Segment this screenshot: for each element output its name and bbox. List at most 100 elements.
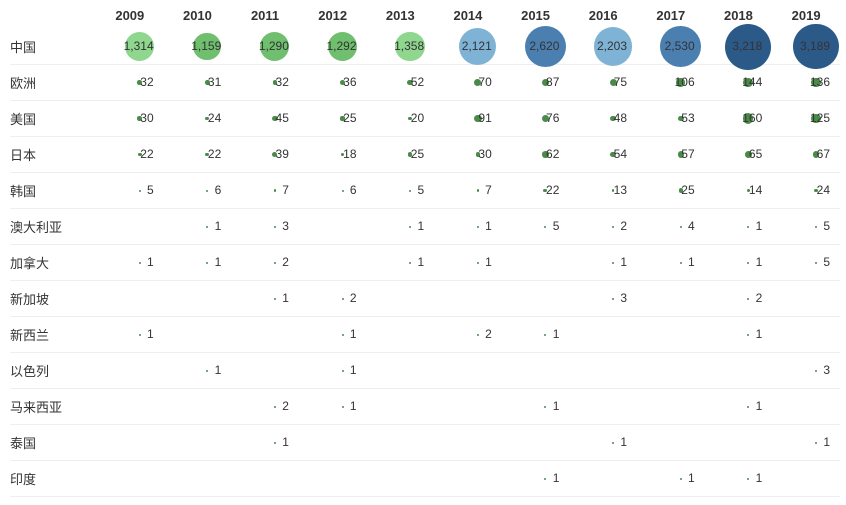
header-spacer (10, 4, 96, 29)
cell-value: 7 (282, 173, 299, 208)
row-label: 澳大利亚 (10, 209, 96, 245)
cell (231, 317, 299, 353)
cell-value: 6 (350, 173, 367, 208)
cell: 1 (299, 317, 367, 353)
cell-value: 24 (817, 173, 840, 208)
bubble (612, 226, 614, 228)
row-label: 中国 (10, 29, 96, 65)
table-row: 韩国5676572213251424 (10, 173, 840, 209)
cell: 1 (502, 317, 570, 353)
cell-value: 1 (282, 281, 299, 316)
cell: 2 (231, 245, 299, 281)
cell: 48 (569, 101, 637, 137)
cell: 45 (231, 101, 299, 137)
year-header: 2018 (705, 4, 773, 29)
cell-value: 2 (485, 317, 502, 352)
cell (367, 389, 435, 425)
cell-value: 2 (756, 281, 773, 316)
cell: 57 (637, 137, 705, 173)
cell-value: 106 (675, 65, 705, 100)
table-row: 印度111 (10, 461, 840, 497)
bubble (206, 226, 208, 228)
bubble (274, 262, 276, 264)
cell: 3 (231, 209, 299, 245)
bubble (747, 298, 749, 300)
bubble (342, 298, 344, 300)
cell: 2 (299, 281, 367, 317)
cell: 1 (705, 461, 773, 497)
cell: 2 (569, 209, 637, 245)
year-header: 2011 (231, 4, 299, 29)
cell-value: 1 (620, 425, 637, 460)
cell: 13 (569, 173, 637, 209)
cell-value: 1,290 (259, 29, 299, 64)
cell: 7 (434, 173, 502, 209)
cell-value: 75 (614, 65, 637, 100)
cell-value: 3,218 (732, 29, 772, 64)
cell: 106 (637, 65, 705, 101)
cell-value: 1 (553, 461, 570, 496)
row-label: 韩国 (10, 173, 96, 209)
cell: 52 (367, 65, 435, 101)
cell (434, 353, 502, 389)
cell (502, 245, 570, 281)
bubble (680, 226, 682, 228)
bubble (612, 298, 614, 300)
cell-value: 1 (350, 317, 367, 352)
year-header: 2014 (434, 4, 502, 29)
bubble-table: 2009201020112012201320142015201620172018… (10, 4, 840, 497)
cell-value: 5 (147, 173, 164, 208)
bubble (409, 190, 411, 192)
cell-value: 13 (614, 173, 637, 208)
bubble (409, 262, 411, 264)
cell-value: 1 (147, 317, 164, 352)
bubble (274, 226, 276, 228)
cell: 3 (772, 353, 840, 389)
cell: 53 (637, 101, 705, 137)
cell-value: 1,292 (326, 29, 366, 64)
cell: 1 (164, 245, 232, 281)
cell-value: 2,121 (462, 29, 502, 64)
bubble (747, 334, 749, 336)
cell-value: 25 (343, 101, 366, 136)
year-header: 2012 (299, 4, 367, 29)
cell (502, 281, 570, 317)
cell (772, 461, 840, 497)
cell-value: 1,314 (124, 29, 164, 64)
cell-value: 22 (546, 173, 569, 208)
bubble (139, 334, 141, 336)
cell-value: 53 (681, 101, 704, 136)
cell: 24 (164, 101, 232, 137)
cell (367, 281, 435, 317)
cell-value: 5 (823, 209, 840, 244)
cell (637, 281, 705, 317)
row-label: 加拿大 (10, 245, 96, 281)
cell: 32 (231, 65, 299, 101)
row-label: 日本 (10, 137, 96, 173)
bubble (206, 190, 208, 192)
cell-value: 67 (817, 137, 840, 172)
cell-value: 3 (823, 353, 840, 388)
bubble (477, 334, 479, 336)
cell: 14 (705, 173, 773, 209)
cell (231, 353, 299, 389)
cell-value: 1 (282, 425, 299, 460)
bubble (815, 442, 817, 444)
bubble (477, 189, 479, 191)
cell-value: 144 (742, 65, 772, 100)
cell: 1 (299, 353, 367, 389)
cell-value: 5 (553, 209, 570, 244)
row-label: 新西兰 (10, 317, 96, 353)
cell-value: 1 (553, 389, 570, 424)
cell (299, 461, 367, 497)
cell: 25 (299, 101, 367, 137)
cell: 136 (772, 65, 840, 101)
bubble (747, 262, 749, 264)
bubble (139, 262, 141, 264)
cell (96, 425, 164, 461)
cell (367, 353, 435, 389)
cell-value: 1 (688, 461, 705, 496)
cell-value: 1,358 (394, 29, 434, 64)
cell: 1 (705, 317, 773, 353)
cell: 144 (705, 65, 773, 101)
